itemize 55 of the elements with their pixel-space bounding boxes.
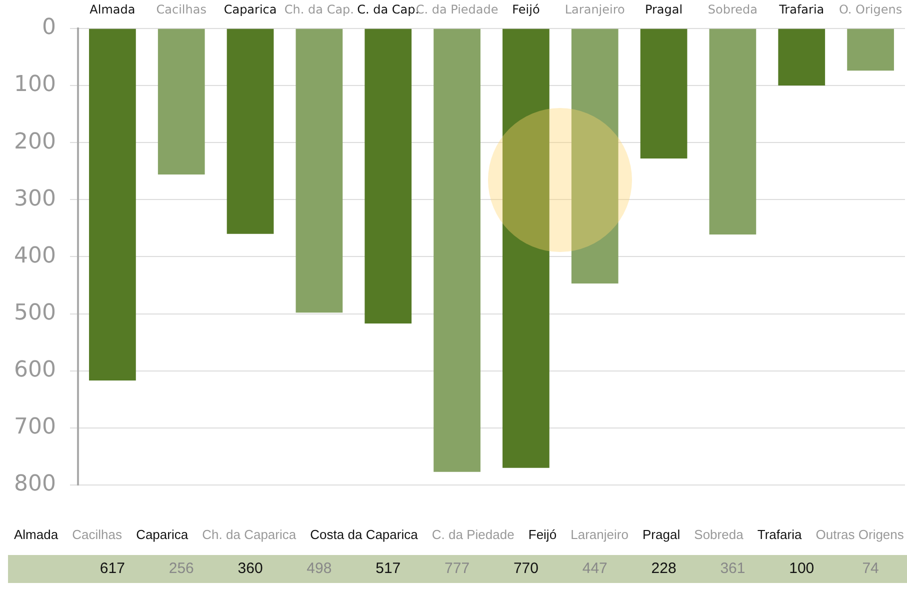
text: Laranjeiro (570, 527, 628, 542)
x-tick-label: Caparica (224, 2, 277, 16)
bar (640, 28, 688, 159)
x-tick-label: Sobreda (708, 2, 758, 16)
x-tick-label: Cacilhas (156, 2, 206, 16)
data-label: 517 (376, 560, 401, 578)
text: Sobreda (694, 527, 744, 542)
bar (226, 28, 274, 234)
bar (89, 28, 136, 381)
y-tick-label: 800 (14, 472, 56, 497)
bar (502, 28, 550, 468)
data-label: 770 (513, 560, 538, 578)
x-tick-label: C. da Piedade (416, 2, 498, 16)
data-label: 617 (100, 560, 125, 578)
y-tick-label: 700 (14, 414, 56, 440)
bar (364, 28, 412, 324)
y-tick-label: 500 (14, 300, 56, 326)
bar (296, 28, 343, 313)
bar (778, 28, 826, 86)
bar (709, 28, 756, 234)
data-label: 777 (444, 560, 470, 578)
bar (434, 28, 480, 472)
data-label: 361 (720, 560, 746, 578)
text: Ch. da Caparica (202, 527, 296, 542)
text: Feijó (528, 527, 557, 542)
y-tick-label: 100 (14, 72, 56, 98)
y-tick-label: 400 (14, 243, 56, 268)
bar (158, 28, 205, 175)
text: Outras Origens (816, 527, 904, 542)
bar (847, 28, 894, 71)
data-label: 360 (238, 560, 263, 578)
text: Almada (14, 527, 58, 542)
x-tick-label: Ch. da Cap. (284, 2, 354, 16)
text: C. da Piedade (432, 527, 514, 542)
data-label: 100 (789, 560, 814, 578)
x-tick-label: Laranjeiro (564, 2, 625, 16)
data-label: 498 (306, 560, 332, 578)
text: Costa da Caparica (310, 527, 418, 542)
y-tick-label: 300 (14, 186, 56, 212)
text: Cacilhas (72, 527, 122, 542)
data-label: 228 (651, 560, 676, 578)
x-tick-label: Feijó (512, 2, 540, 16)
x-tick-label: Trafaria (778, 2, 824, 16)
text: Caparica (136, 527, 188, 542)
data-label: 256 (168, 560, 194, 578)
text: Trafaria (757, 527, 802, 542)
x-tick-label: Pragal (644, 2, 683, 16)
y-tick-label: 600 (14, 358, 56, 383)
text: Pragal (642, 527, 680, 542)
x-tick-label: Almada (90, 2, 136, 16)
x-tick-label: O. Origens (838, 2, 902, 16)
y-tick-label: 200 (14, 129, 56, 154)
data-label: 74 (862, 560, 879, 578)
y-tick-label: 0 (42, 15, 56, 40)
data-label: 447 (582, 560, 608, 578)
